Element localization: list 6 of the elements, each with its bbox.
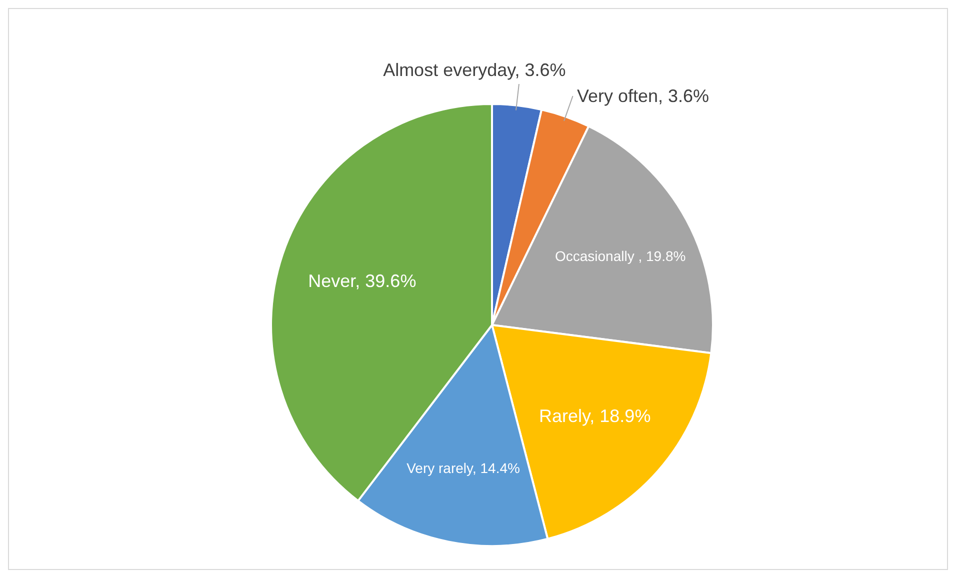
slice-label: Very rarely, 14.4% <box>406 459 520 478</box>
slice-label: Never, 39.6% <box>308 270 416 294</box>
slice-label: Very often, 3.6% <box>576 84 710 108</box>
slice-label: Rarely, 18.9% <box>538 404 651 428</box>
slice-label: Almost everyday, 3.6% <box>383 58 566 82</box>
slice-label: Occasionally , 19.8% <box>554 246 686 266</box>
